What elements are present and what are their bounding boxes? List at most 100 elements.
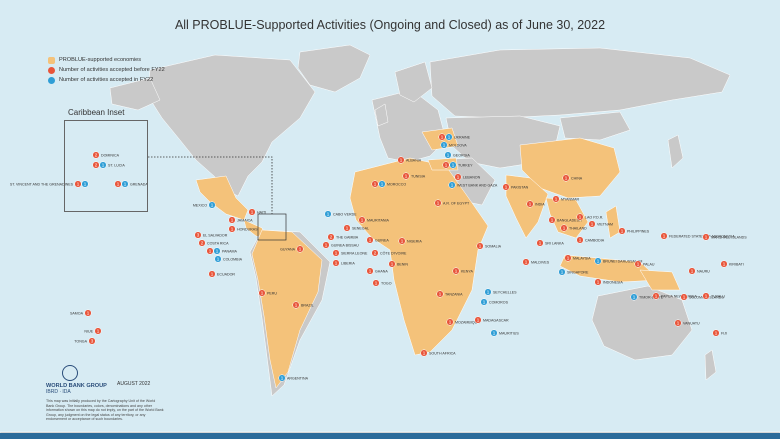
bottom-bar (0, 433, 780, 439)
before-count-label: 1 (555, 197, 558, 202)
scandinavia (394, 61, 433, 103)
marker-tanzania: 1 TANZANIA (436, 290, 463, 298)
fy22-count-label: 1 (597, 259, 600, 264)
before-count-dot (194, 231, 202, 239)
legend-label: PROBLUE-supported economies (59, 57, 142, 63)
country-label: PANAMA (222, 250, 238, 254)
supported-swatch (48, 56, 55, 64)
marker-south-africa: 1 SOUTH AFRICA (420, 349, 456, 357)
before-count-dot (452, 267, 460, 275)
logo-text: WORLD BANK GROUP (46, 383, 107, 389)
before-count-label: 2 (374, 251, 377, 256)
before-count-label: 1 (325, 243, 328, 248)
marker-mauritius: 1 MAURITIUS (490, 329, 519, 337)
country-label: HONDURAS (237, 228, 258, 232)
before-count-label: 1 (579, 238, 582, 243)
country-label: VANUATU (683, 322, 700, 326)
fy22-count-label: 1 (84, 182, 87, 187)
marker-senegal: 1 SENEGAL (343, 224, 369, 232)
before-count-dot (94, 327, 102, 335)
before-count-label: 1 (597, 280, 600, 285)
map-title: All PROBLUE-Supported Activities (Ongoin… (174, 18, 606, 32)
before-count-dot (343, 224, 351, 232)
before-count-dot (442, 161, 450, 169)
disclaimer: This map was initially produced by the C… (46, 399, 164, 422)
country-label: CÔTE D'IVOIRE (380, 251, 407, 256)
japan (667, 134, 684, 169)
before-count-label: 1 (400, 158, 403, 163)
country-label: ARGENTINA (287, 377, 309, 381)
marker-lebanon: 1 LEBANON (454, 173, 481, 181)
before-count-label: 1 (525, 260, 528, 265)
marker-palau: 1 PALAU (634, 260, 655, 268)
before-count-dot (438, 133, 446, 141)
country-label: PHILIPPINES (627, 230, 650, 234)
marker-c-te-d-ivoire: 2 CÔTE D'IVOIRE (371, 249, 407, 257)
fy22-count-label: 1 (211, 203, 214, 208)
before-count-dot (702, 233, 710, 241)
before-count-dot (674, 319, 682, 327)
before-count-dot (526, 200, 534, 208)
marker-st-vincent-and-the-grenadines: 1 1ST. VINCENT AND THE GRENADINES (10, 180, 89, 188)
australia-land (591, 285, 693, 361)
marker-sierra-leone: 1 SIERRA LEONE (332, 249, 368, 257)
before-count-dot (588, 220, 596, 228)
country-label: ALBANIA (406, 159, 422, 163)
country-label: SRI LANKA (545, 242, 564, 246)
europe (371, 89, 447, 163)
marker-guinea: 1 GUINEA (366, 236, 389, 244)
mongolia (559, 111, 631, 141)
before-count-label: 3 (197, 233, 200, 238)
country-label: MADAGASCAR (483, 319, 509, 323)
before-count-label: 1 (211, 272, 214, 277)
marker-seychelles: 1 SEYCHELLES (484, 288, 517, 296)
before-count-label: 1 (683, 295, 686, 300)
marker-nauru: 1 NAURU (688, 267, 710, 275)
before-count-label: 1 (97, 329, 100, 334)
country-label: KIRIBATI (729, 263, 744, 267)
marker-morocco: 1 1 MOROCCO (371, 180, 406, 188)
marker-china: 1 CHINA (562, 174, 583, 182)
marker-bangladesh: 1 BANGLADESH (548, 216, 582, 224)
before-count-dot (92, 151, 100, 159)
before-count-dot (248, 208, 256, 216)
country-label: ST. LUCIA (108, 164, 125, 168)
country-label: GUINEA BISSAU (331, 244, 359, 248)
before-count-dot (562, 174, 570, 182)
before-count-label: 1 (655, 294, 658, 299)
country-label: FEDERATED STATES OF MICRONESIA (669, 235, 735, 239)
before-count-dot (398, 237, 406, 245)
country-label: PERU (267, 292, 277, 296)
before-count-label: 1 (441, 135, 444, 140)
before-count-dot (474, 316, 482, 324)
country-label: COLOMBIA (223, 258, 243, 262)
country-label: LIBERIA (341, 262, 355, 266)
marker-malaysia: 1 MALAYSIA (564, 254, 591, 262)
legend: PROBLUE-supported economies Number of ac… (48, 55, 165, 85)
before-count-dot (618, 227, 626, 235)
marker-papua-new-guinea: 1 PAPUA NEW GUINEA (652, 292, 697, 300)
marker-thailand: 1 THAILAND (560, 224, 587, 232)
country-label: TONGA (74, 340, 87, 344)
before-count-dot (402, 172, 410, 180)
marker-federated-states-of-micronesia: 1 FEDERATED STATES OF MICRONESIA (660, 232, 735, 240)
country-label: SAMOA (70, 312, 84, 316)
before-count-dot (454, 173, 462, 181)
country-label: TUVALU (711, 295, 725, 299)
marker-kenya: 1 KENYA (452, 267, 474, 275)
marker-costa-rica: 2 COSTA RICA (198, 239, 229, 247)
marker-sri-lanka: 1 SRI LANKA (536, 239, 564, 247)
before-count-label: 1 (335, 261, 338, 266)
legend-label: Number of activities accepted in FY22 (59, 77, 154, 83)
marker-tunisia: 1 TUNISIA (402, 172, 426, 180)
before-count-dot (552, 195, 560, 203)
marker-brunei-darussalam: 1 BRUNEI DARUSSALAM (594, 257, 642, 265)
legend-row-supported: PROBLUE-supported economies (48, 55, 165, 65)
fy22-count-dot (480, 298, 488, 306)
marker-maldives: 1 MALDIVES (522, 258, 550, 266)
country-label: MARSHALL ISLANDS (711, 236, 747, 240)
before-count-dot (576, 213, 584, 221)
before-count-label: 1 (637, 262, 640, 267)
